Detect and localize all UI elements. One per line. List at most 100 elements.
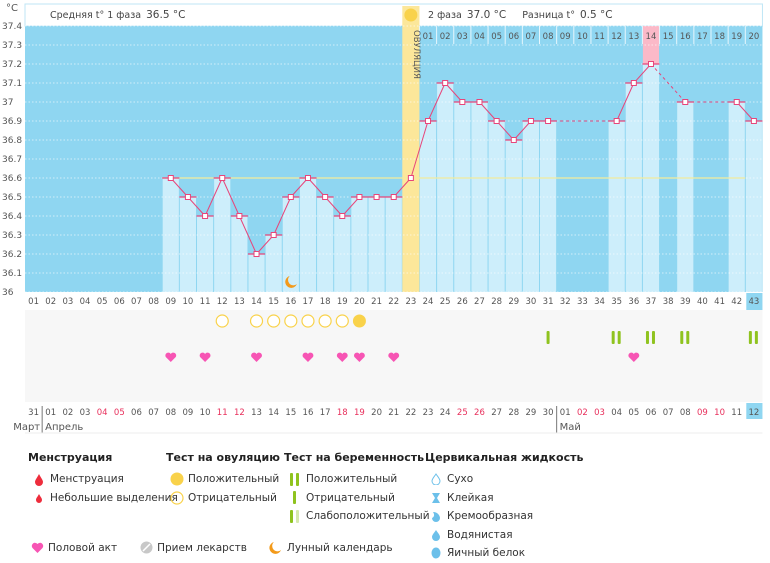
difference-summary-value: 0.5 °C xyxy=(579,9,613,21)
small-blood-drop-icon xyxy=(28,493,50,503)
temperature-line-segment xyxy=(736,101,755,122)
phase2-day-label: 18 xyxy=(714,32,725,42)
ovulation-test-negative xyxy=(267,314,281,328)
phase2-day-label: 17 xyxy=(697,32,708,42)
temperature-line-segment xyxy=(633,63,652,84)
temperature-point xyxy=(750,118,757,124)
ovulation-test-negative xyxy=(215,314,229,328)
cycle-day-label: 06 xyxy=(114,297,125,307)
calendar-date: 02 xyxy=(62,408,73,418)
temperature-bar xyxy=(299,178,317,292)
calendar-date: 09 xyxy=(697,408,708,418)
temperature-line-segment xyxy=(256,234,275,255)
y-axis-unit: °C xyxy=(6,3,18,14)
phase2-day-label: 20 xyxy=(748,32,759,42)
cycle-day-label: 16 xyxy=(285,297,296,307)
temperature-point xyxy=(682,99,689,105)
y-tick-label: 37.2 xyxy=(2,60,22,70)
calendar-date: 05 xyxy=(628,408,639,418)
phase2-day-label: 12 xyxy=(611,32,622,42)
pregnancy-test-positive xyxy=(611,331,615,344)
blood-drop-icon xyxy=(28,473,50,486)
calendar-date: 21 xyxy=(388,408,399,418)
calendar-date: 01 xyxy=(560,408,571,418)
ovulation-test-positive xyxy=(352,314,366,328)
legend-item: Сухо xyxy=(447,473,474,486)
temperature-point xyxy=(407,175,414,181)
calendar-date: 16 xyxy=(303,408,314,418)
temperature-point xyxy=(733,99,740,105)
temperature-point xyxy=(339,213,346,219)
cycle-day-label: 13 xyxy=(234,297,245,307)
temperature-bar xyxy=(419,121,437,292)
calendar-date: 02 xyxy=(577,408,588,418)
calendar-date: 29 xyxy=(526,408,537,418)
heart-icon xyxy=(26,542,48,554)
temperature-point xyxy=(184,194,191,200)
legend-ovulation-test: Тест на овуляцию Положительный Отрицател… xyxy=(166,451,280,507)
legend-pregnancy-test: Тест на беременность Положительный Отриц… xyxy=(284,451,430,526)
calendar-date: 12 xyxy=(234,408,245,418)
cycle-day-label: 43 xyxy=(748,297,759,307)
calendar-date: 03 xyxy=(80,408,91,418)
legend-item: Прием лекарств xyxy=(157,541,247,554)
y-tick-label: 36.3 xyxy=(2,231,22,241)
cycle-day-label: 17 xyxy=(303,297,314,307)
temperature-line-segment xyxy=(273,196,292,236)
calendar-date: 05 xyxy=(114,408,125,418)
egg-white-icon xyxy=(425,547,447,559)
phase2-day-label: 14 xyxy=(646,32,657,42)
cycle-day-label: 20 xyxy=(354,297,365,307)
temperature-point xyxy=(493,118,500,124)
legend-title: Менструация xyxy=(28,451,113,464)
temperature-line-segment xyxy=(496,120,515,141)
temperature-bar xyxy=(282,197,299,292)
calendar-date: 09 xyxy=(183,408,194,418)
positive-ovulation-icon xyxy=(166,472,188,486)
legend-title: Тест на беременность xyxy=(284,451,425,464)
y-tick-label: 36.1 xyxy=(2,269,22,279)
phase2-day-label: 13 xyxy=(628,32,639,42)
calendar-date: 20 xyxy=(371,408,382,418)
positive-pregnancy-icon xyxy=(284,472,306,486)
y-tick-label: 36.6 xyxy=(2,174,22,184)
phase2-day-label: 01 xyxy=(423,32,434,42)
cycle-day-label: 21 xyxy=(371,297,382,307)
phase2-day-label: 09 xyxy=(560,32,571,42)
heart-icon xyxy=(251,352,262,362)
ovulation-band xyxy=(402,6,420,292)
temperature-point xyxy=(219,175,226,181)
temperature-line-segment xyxy=(444,82,463,103)
weak-positive-pregnancy-icon xyxy=(284,509,306,523)
y-tick-label: 37 xyxy=(2,98,13,108)
heart-icon xyxy=(388,352,400,362)
cycle-day-label: 37 xyxy=(646,297,657,307)
difference-summary-label: Разница t° xyxy=(522,9,575,21)
calendar-date: 13 xyxy=(251,408,262,418)
temperature-line-segment xyxy=(238,215,257,255)
heart-icon xyxy=(336,352,348,362)
phase1-summary-value: 36.5 °C xyxy=(146,9,186,21)
y-tick-label: 36.8 xyxy=(2,136,22,146)
temperature-line-segment xyxy=(616,82,635,122)
phase2-day-label: 02 xyxy=(440,32,451,42)
calendar-date: 17 xyxy=(320,408,331,418)
temperature-bar xyxy=(437,83,454,292)
phase2-day-label: 16 xyxy=(680,32,691,42)
cycle-day-label: 26 xyxy=(457,297,468,307)
temperature-point xyxy=(630,80,637,86)
phase2-day-label: 07 xyxy=(526,32,537,42)
cycle-day-label: 38 xyxy=(663,297,674,307)
cycle-day-label: 33 xyxy=(577,297,588,307)
calendar-date: 30 xyxy=(543,408,554,418)
phase2-day-label: 19 xyxy=(731,32,742,42)
cycle-day-label: 09 xyxy=(165,297,176,307)
temperature-point xyxy=(476,99,483,105)
temperature-point xyxy=(390,194,397,200)
y-tick-label: 36.5 xyxy=(2,193,22,203)
cycle-day-label: 31 xyxy=(543,297,554,307)
temperature-line-segment xyxy=(650,63,686,103)
cycle-day-label: 40 xyxy=(697,297,708,307)
legend-other: Половой акт Прием лекарств Лунный календ… xyxy=(26,541,411,554)
calendar-date: 22 xyxy=(405,408,416,418)
